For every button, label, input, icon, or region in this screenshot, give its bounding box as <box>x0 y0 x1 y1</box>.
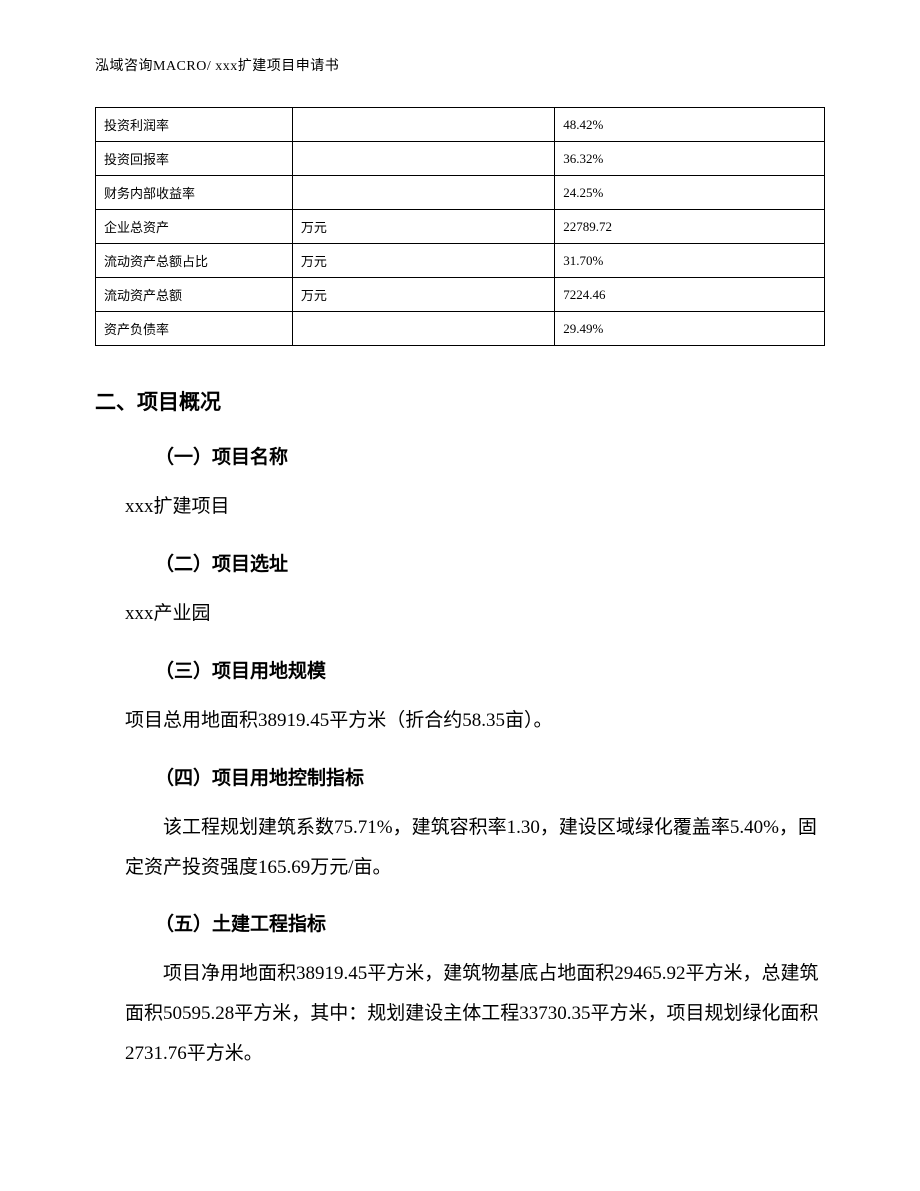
financial-indicators-table: 投资利润率 48.42% 投资回报率 36.32% 财务内部收益率 24.25%… <box>95 107 825 346</box>
indicator-label: 投资回报率 <box>96 142 293 176</box>
section-heading: 二、项目概况 <box>95 386 825 416</box>
indicator-unit <box>292 312 554 346</box>
sub-heading: （四）项目用地控制指标 <box>125 763 825 790</box>
indicator-label: 财务内部收益率 <box>96 176 293 210</box>
indicator-label: 流动资产总额占比 <box>96 244 293 278</box>
indicator-unit <box>292 176 554 210</box>
indicator-label: 投资利润率 <box>96 108 293 142</box>
indicator-unit: 万元 <box>292 244 554 278</box>
indicator-value: 48.42% <box>555 108 825 142</box>
section-content: （一）项目名称 xxx扩建项目 （二）项目选址 xxx产业园 （三）项目用地规模… <box>95 442 825 1074</box>
indicator-value: 22789.72 <box>555 210 825 244</box>
indicator-unit: 万元 <box>292 278 554 312</box>
body-paragraph: 项目总用地面积38919.45平方米（折合约58.35亩）。 <box>125 701 825 741</box>
table-row: 投资利润率 48.42% <box>96 108 825 142</box>
table-row: 资产负债率 29.49% <box>96 312 825 346</box>
table-row: 企业总资产 万元 22789.72 <box>96 210 825 244</box>
table-row: 流动资产总额 万元 7224.46 <box>96 278 825 312</box>
body-paragraph: xxx扩建项目 <box>125 487 825 527</box>
sub-heading: （二）项目选址 <box>125 549 825 576</box>
indicator-value: 7224.46 <box>555 278 825 312</box>
indicator-value: 31.70% <box>555 244 825 278</box>
indicator-label: 资产负债率 <box>96 312 293 346</box>
indicator-value: 29.49% <box>555 312 825 346</box>
sub-heading: （五）土建工程指标 <box>125 909 825 936</box>
table-row: 流动资产总额占比 万元 31.70% <box>96 244 825 278</box>
sub-heading: （三）项目用地规模 <box>125 656 825 683</box>
indicator-unit <box>292 108 554 142</box>
body-paragraph: 该工程规划建筑系数75.71%，建筑容积率1.30，建设区域绿化覆盖率5.40%… <box>125 808 825 888</box>
table-row: 财务内部收益率 24.25% <box>96 176 825 210</box>
indicator-unit: 万元 <box>292 210 554 244</box>
body-paragraph: 项目净用地面积38919.45平方米，建筑物基底占地面积29465.92平方米，… <box>125 954 825 1074</box>
indicator-value: 36.32% <box>555 142 825 176</box>
indicator-label: 流动资产总额 <box>96 278 293 312</box>
indicator-value: 24.25% <box>555 176 825 210</box>
table-row: 投资回报率 36.32% <box>96 142 825 176</box>
indicator-unit <box>292 142 554 176</box>
sub-heading: （一）项目名称 <box>125 442 825 469</box>
page-header: 泓域咨询MACRO/ xxx扩建项目申请书 <box>95 55 825 75</box>
body-paragraph: xxx产业园 <box>125 594 825 634</box>
indicator-label: 企业总资产 <box>96 210 293 244</box>
